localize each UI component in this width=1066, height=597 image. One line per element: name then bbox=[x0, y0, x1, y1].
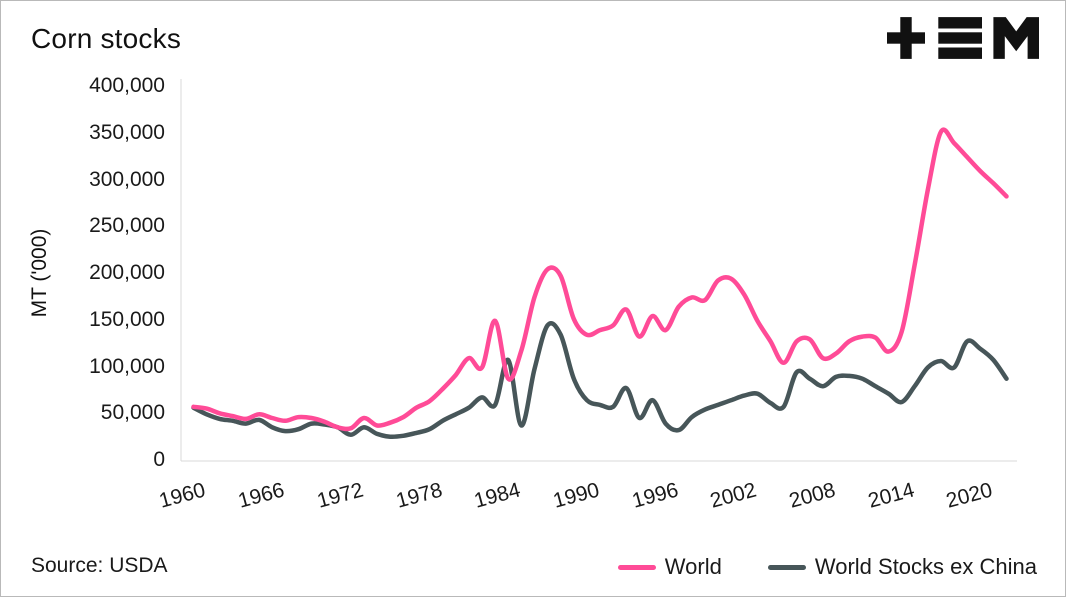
x-tick-label: 2014 bbox=[865, 478, 917, 513]
y-tick-label: 100,000 bbox=[89, 354, 165, 378]
legend: World World Stocks ex China bbox=[617, 554, 1037, 580]
x-tick-label: 2002 bbox=[708, 478, 760, 513]
bars-icon bbox=[938, 17, 982, 59]
legend-swatch bbox=[767, 564, 806, 570]
tem-logo bbox=[887, 17, 1039, 59]
y-tick-label: 400,000 bbox=[89, 74, 165, 97]
x-tick-label: 1966 bbox=[235, 478, 288, 513]
x-tick-label: 1972 bbox=[314, 478, 366, 513]
source-note: Source: USDA bbox=[31, 554, 168, 577]
legend-label: World Stocks ex China bbox=[814, 554, 1037, 579]
series-world bbox=[191, 127, 1009, 432]
x-tick-label: 2020 bbox=[944, 478, 996, 513]
plus-icon bbox=[887, 17, 925, 59]
chart-title: Corn stocks bbox=[31, 23, 182, 54]
y-tick-label: 0 bbox=[153, 448, 165, 471]
x-tick-label: 1978 bbox=[393, 478, 445, 513]
x-tick-label: 1960 bbox=[157, 478, 209, 513]
legend-label: World bbox=[664, 554, 722, 579]
x-tick-label: 1984 bbox=[471, 478, 524, 513]
y-axis: 0 50,000 100,000 150,000 200,000 250,000 300,0… bbox=[53, 1, 165, 596]
y-tick-label: 200,000 bbox=[89, 261, 165, 284]
x-tick-label: 1990 bbox=[550, 478, 602, 513]
x-tick-label: 2008 bbox=[786, 478, 838, 513]
y-tick-label: 350,000 bbox=[89, 120, 165, 144]
y-tick-label: 300,000 bbox=[89, 167, 165, 191]
y-tick-label: 150,000 bbox=[89, 307, 165, 331]
legend-item-world-stocks-ex-china: World Stocks ex China bbox=[767, 554, 1037, 580]
legend-swatch bbox=[617, 564, 656, 570]
y-tick-label: 50,000 bbox=[100, 401, 165, 425]
legend-item-world: World bbox=[617, 554, 722, 580]
y-tick-label: 250,000 bbox=[89, 214, 165, 238]
x-tick-label: 1996 bbox=[629, 478, 681, 513]
